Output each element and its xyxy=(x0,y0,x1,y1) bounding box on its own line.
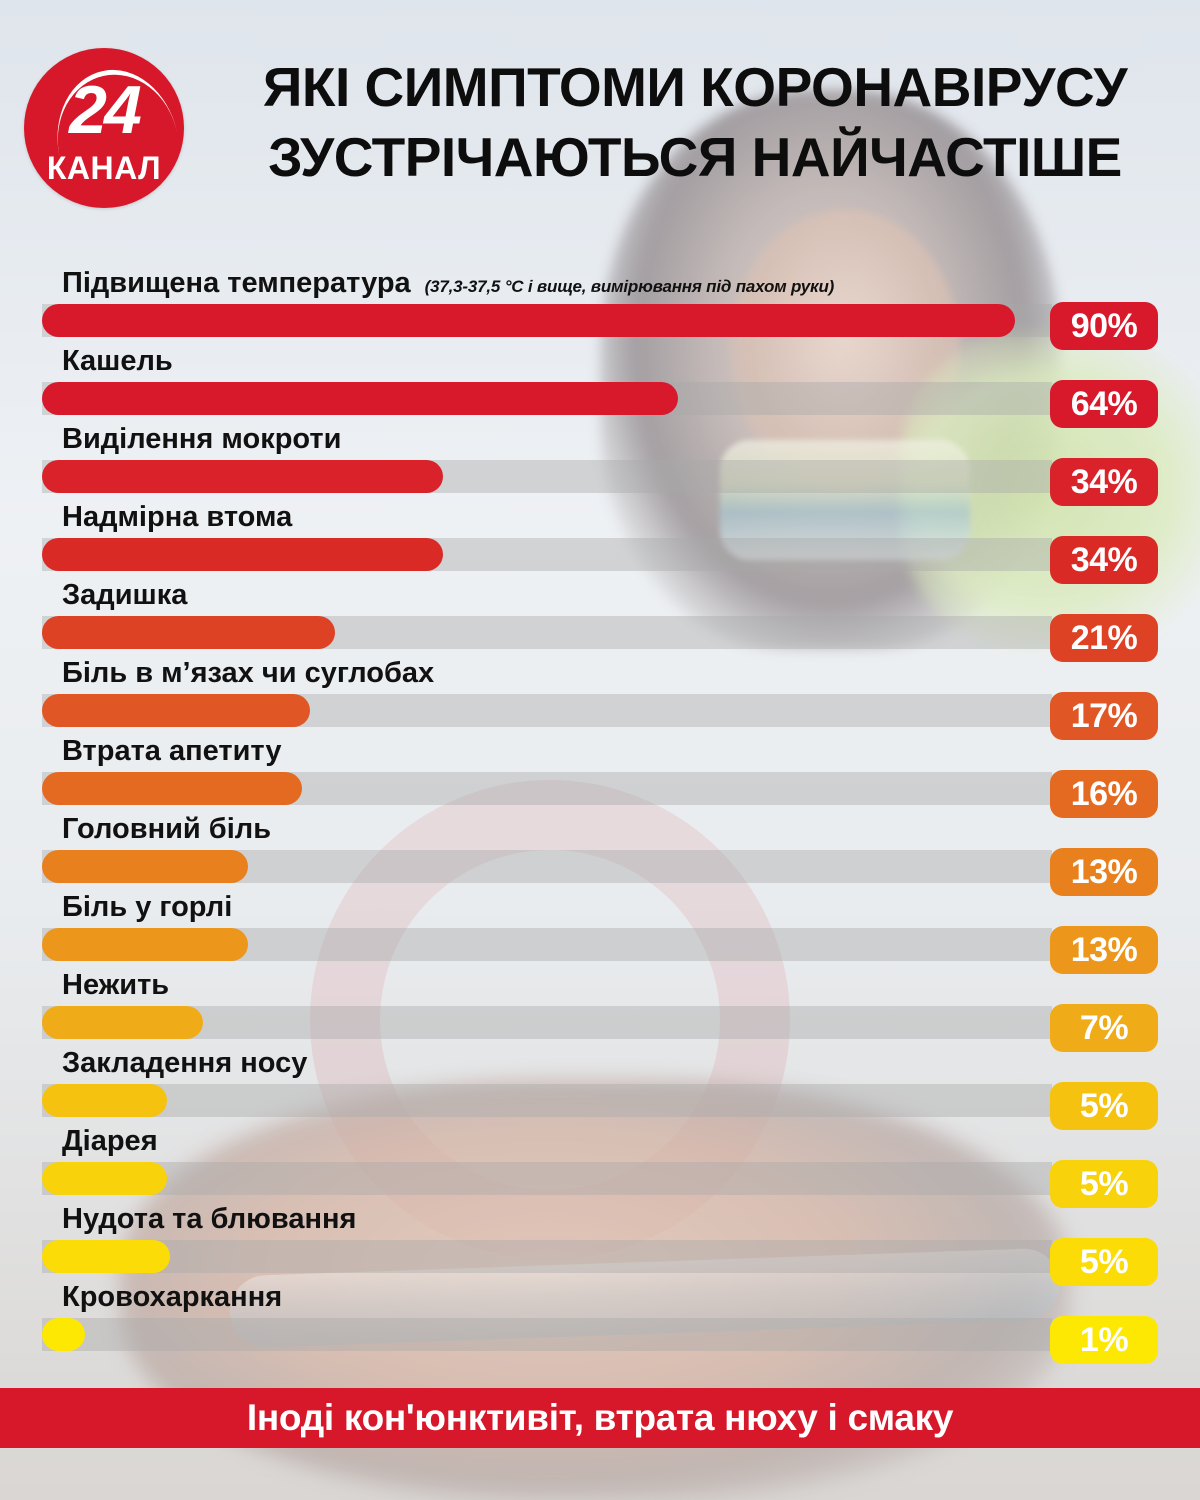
bar-fill xyxy=(42,1006,203,1039)
percent-badge: 64% xyxy=(1050,380,1158,428)
percent-badge: 5% xyxy=(1050,1238,1158,1286)
bar-track xyxy=(42,1084,1052,1117)
chart-row: Втрата апетиту 16% xyxy=(0,736,1200,818)
symptom-name: Кашель xyxy=(62,345,173,377)
symptom-name: Кровохаркання xyxy=(62,1281,283,1313)
bar-fill xyxy=(42,850,248,883)
symptom-name: Нудота та блювання xyxy=(62,1203,357,1235)
bar-fill xyxy=(42,928,248,961)
chart-row: Закладення носу 5% xyxy=(0,1048,1200,1130)
channel-logo: 24 КАНАЛ xyxy=(24,48,184,208)
bar-fill xyxy=(42,1084,167,1117)
logo-name: КАНАЛ xyxy=(46,150,162,186)
percent-badge: 90% xyxy=(1050,302,1158,350)
bar-fill xyxy=(42,1240,170,1273)
symptom-name: Підвищена температура xyxy=(62,267,411,299)
percent-badge: 13% xyxy=(1050,848,1158,896)
symptom-label: Виділення мокроти xyxy=(62,424,341,454)
bar-track xyxy=(42,1318,1052,1351)
bar-fill xyxy=(42,616,335,649)
symptom-name: Біль в м’язах чи суглобах xyxy=(62,657,435,689)
symptom-note: (37,3-37,5 °C і вище, вимірювання під па… xyxy=(424,277,835,296)
bar-track xyxy=(42,1006,1052,1039)
percent-badge: 16% xyxy=(1050,770,1158,818)
chart-row: Виділення мокроти 34% xyxy=(0,424,1200,506)
symptom-name: Нежить xyxy=(62,969,170,1001)
symptom-name: Надмірна втома xyxy=(62,501,293,533)
chart-row: Підвищена температура (37,3-37,5 °C і вищ… xyxy=(0,268,1200,350)
chart-row: Діарея 5% xyxy=(0,1126,1200,1208)
percent-badge: 34% xyxy=(1050,458,1158,506)
symptom-name: Біль у горлі xyxy=(62,891,233,923)
symptom-label: Підвищена температура (37,3-37,5 °C і вищ… xyxy=(62,268,834,302)
symptom-label: Біль в м’язах чи суглобах xyxy=(62,658,434,688)
symptom-name: Втрата апетиту xyxy=(62,735,282,767)
bar-track xyxy=(42,1240,1052,1273)
bar-fill xyxy=(42,538,443,571)
chart-row: Нудота та блювання 5% xyxy=(0,1204,1200,1286)
symptom-label: Втрата апетиту xyxy=(62,736,281,766)
percent-badge: 5% xyxy=(1050,1082,1158,1130)
symptom-label: Задишка xyxy=(62,580,187,610)
percent-badge: 21% xyxy=(1050,614,1158,662)
symptom-name: Головний біль xyxy=(62,813,272,845)
page-title: ЯКІ СИМПТОМИ КОРОНАВІРУСУ ЗУСТРІЧАЮТЬСЯ … xyxy=(200,52,1190,192)
bar-fill xyxy=(42,694,310,727)
logo-number: 24 xyxy=(69,72,142,148)
chart-row: Кровохаркання 1% xyxy=(0,1282,1200,1364)
title-line-1: ЯКІ СИМПТОМИ КОРОНАВІРУСУ xyxy=(262,56,1128,118)
bar-track xyxy=(42,1162,1052,1195)
symptom-label: Нудота та блювання xyxy=(62,1204,356,1234)
percent-badge: 1% xyxy=(1050,1316,1158,1364)
symptom-label: Біль у горлі xyxy=(62,892,232,922)
chart-row: Біль в м’язах чи суглобах 17% xyxy=(0,658,1200,740)
symptom-label: Діарея xyxy=(62,1126,158,1156)
percent-badge: 13% xyxy=(1050,926,1158,974)
symptom-label: Закладення носу xyxy=(62,1048,307,1078)
symptom-label: Нежить xyxy=(62,970,169,1000)
bar-fill xyxy=(42,772,302,805)
chart-row: Надмірна втома 34% xyxy=(0,502,1200,584)
bar-fill xyxy=(42,304,1015,337)
symptom-name: Задишка xyxy=(62,579,188,611)
bar-fill xyxy=(42,1318,85,1351)
chart-row: Біль у горлі 13% xyxy=(0,892,1200,974)
symptom-label: Надмірна втома xyxy=(62,502,292,532)
symptom-label: Кровохаркання xyxy=(62,1282,282,1312)
bar-fill xyxy=(42,1162,167,1195)
symptom-name: Закладення носу xyxy=(62,1047,308,1079)
symptom-label: Головний біль xyxy=(62,814,271,844)
chart-row: Головний біль 13% xyxy=(0,814,1200,896)
title-line-2: ЗУСТРІЧАЮТЬСЯ НАЙЧАСТІШЕ xyxy=(268,126,1122,188)
symptom-label: Кашель xyxy=(62,346,173,376)
symptom-name: Діарея xyxy=(62,1125,158,1157)
bar-fill xyxy=(42,460,443,493)
symptom-name: Виділення мокроти xyxy=(62,423,342,455)
percent-badge: 34% xyxy=(1050,536,1158,584)
chart-row: Нежить 7% xyxy=(0,970,1200,1052)
percent-badge: 7% xyxy=(1050,1004,1158,1052)
chart-row: Кашель 64% xyxy=(0,346,1200,428)
percent-badge: 5% xyxy=(1050,1160,1158,1208)
percent-badge: 17% xyxy=(1050,692,1158,740)
footer-banner: Іноді кон'юнктивіт, втрата нюху і смаку xyxy=(0,1388,1200,1448)
bar-fill xyxy=(42,382,678,415)
chart-row: Задишка 21% xyxy=(0,580,1200,662)
